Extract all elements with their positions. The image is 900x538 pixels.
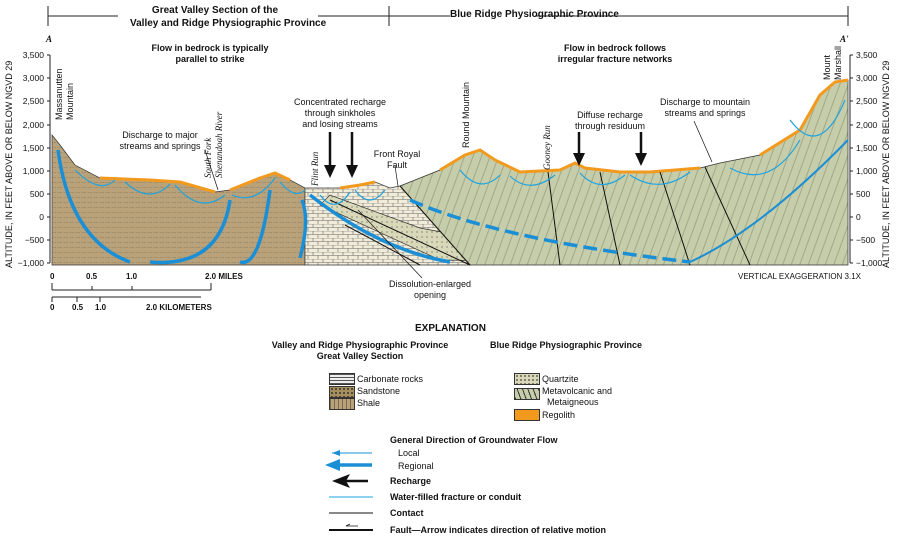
tick: 1,000 [856, 166, 878, 176]
legend-contact: Contact [390, 508, 424, 518]
tick: −500 [856, 235, 876, 245]
scale-km-1: 1.0 [95, 303, 107, 312]
discharge-mountain-callout: Discharge to mountain streams and springs [659, 97, 751, 118]
tick: 1,500 [856, 143, 878, 153]
scale-bar [51, 283, 212, 302]
tick: 0 [39, 212, 44, 222]
legend-flow-symbols [325, 450, 373, 531]
tick: 3,000 [856, 73, 878, 83]
left-flow-note: Flow in bedrock is typically parallel to … [151, 43, 269, 64]
legend-shale: Shale [357, 398, 381, 408]
scale-mi-1: 1.0 [126, 272, 138, 281]
legend-regional: Regional [398, 461, 434, 471]
legend-title: EXPLANATION [415, 323, 486, 334]
scale-km-2: 2.0 KILOMETERS [146, 303, 212, 312]
legend-carbonate: Carbonate rocks [357, 374, 424, 384]
legend-regolith: Regolith [542, 410, 576, 420]
dissolution-callout: Dissolution-enlarged opening [388, 279, 472, 300]
tick: 2,000 [856, 120, 878, 130]
vertical-exaggeration: VERTICAL EXAGGERATION 3.1X [738, 272, 861, 281]
section-end-label: A' [840, 34, 849, 44]
blue-ridge-province-label: Blue Ridge Physiographic Province [450, 9, 619, 20]
legend-fracture: Water-filled fracture or conduit [390, 492, 522, 502]
regional-flow-arrows [56, 139, 849, 265]
section-start-label: A [46, 34, 53, 44]
legend-quartzite: Quartzite [542, 374, 579, 384]
front-royal-fault-callout: Front Royal Fault [373, 149, 421, 170]
legend-right-heading: Blue Ridge Physiographic Province [490, 340, 643, 350]
tick: −1,000 [17, 258, 44, 268]
province-divider-lines [47, 6, 849, 26]
tick: 3,000 [22, 73, 44, 83]
tick: 2,000 [22, 120, 44, 130]
sandstone-swatch [329, 386, 355, 398]
discharge-major-callout: Discharge to major streams and springs [119, 130, 201, 151]
massanutten-mountain-label: Massanutten Mountain [54, 68, 75, 120]
tick: 2,500 [22, 96, 44, 106]
great-valley-province-label: Great Valley Section of the Valley and Ri… [130, 5, 327, 29]
legend-left-heading: Valley and Ridge Physiographic Province G… [271, 340, 449, 361]
round-mountain-label: Round Mountain [461, 81, 471, 148]
gooney-run-label: Gooney Run [542, 125, 552, 170]
scale-km-05: 0.5 [72, 303, 84, 312]
tick: 3,500 [22, 50, 44, 60]
legend-metavolcanic: Metavolcanic and Metaigneous [542, 386, 613, 407]
legend-sandstone: Sandstone [357, 386, 401, 396]
tick: 3,500 [856, 50, 878, 60]
south-fork-label: South Fork Shenandoah River [203, 111, 224, 178]
shale-swatch [329, 398, 355, 410]
regolith-swatch [514, 409, 540, 421]
tick: −1,000 [856, 258, 883, 268]
legend-recharge: Recharge [390, 476, 432, 486]
right-flow-note: Flow in bedrock follows irregular fractur… [557, 43, 673, 64]
mount-marshall-label: Mount Marshall [822, 45, 843, 80]
tick: 1,500 [22, 143, 44, 153]
tick: 0 [856, 212, 861, 222]
legend-local: Local [398, 448, 420, 458]
left-axis [47, 54, 853, 264]
legend-flow-heading: General Direction of Groundwater Flow [390, 435, 558, 445]
regolith-layer [99, 78, 849, 194]
concentrated-recharge-callout: Concentrated recharge through sinkholes an… [293, 97, 387, 129]
tick: 1,000 [22, 166, 44, 176]
tick: −500 [24, 235, 44, 245]
tick: 500 [856, 189, 871, 199]
diffuse-recharge-callout: Diffuse recharge through residuum [574, 110, 646, 131]
scale-mi-2: 2.0 MILES [205, 272, 243, 281]
tick: 500 [29, 189, 44, 199]
scale-mi-05: 0.5 [86, 272, 98, 281]
metavolcanic-swatch [514, 388, 540, 400]
tick: 2,500 [856, 96, 878, 106]
quartzite-swatch [514, 373, 540, 385]
scale-km-0: 0 [50, 303, 55, 312]
scale-mi-0: 0 [50, 272, 55, 281]
recharge-arrows [324, 132, 647, 178]
legend-fault: Fault—Arrow indicates direction of relat… [390, 525, 607, 535]
leader-lines [204, 120, 713, 279]
flint-run-label: Flint Run [310, 151, 320, 186]
local-flow-lines [74, 99, 846, 205]
carbonate-swatch [329, 373, 355, 385]
